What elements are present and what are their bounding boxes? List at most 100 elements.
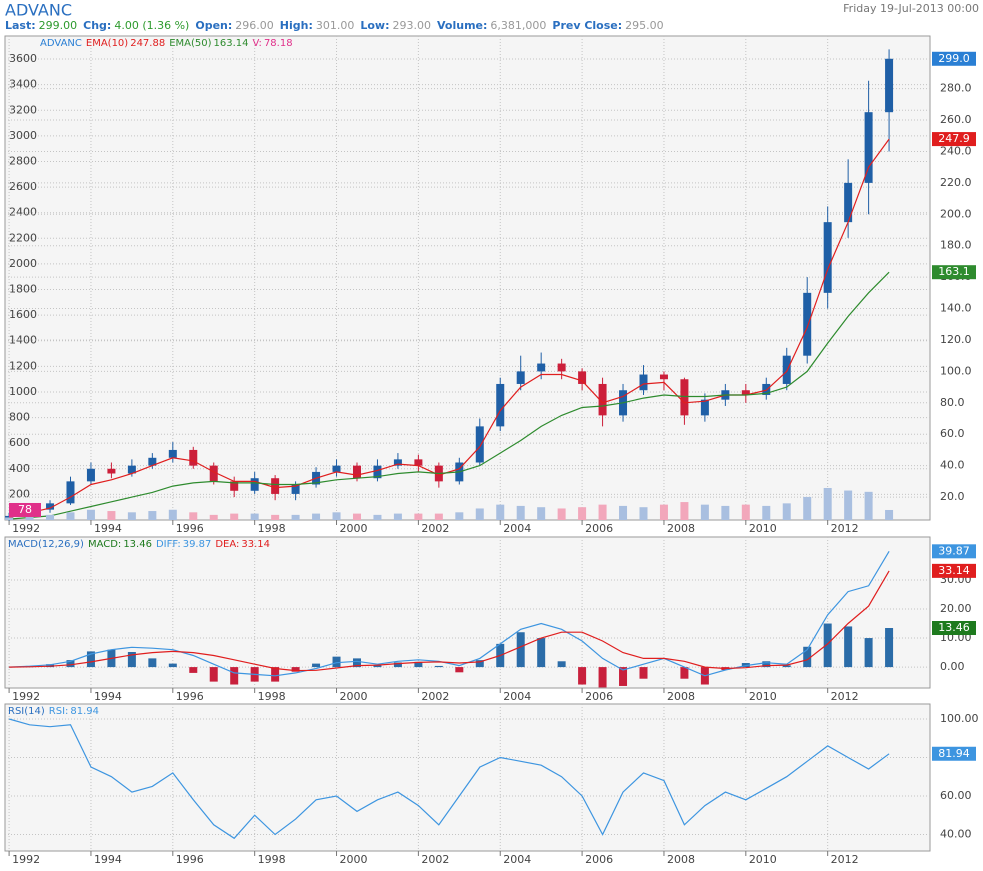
x-tick-label: 1994 (94, 690, 122, 703)
line (9, 271, 890, 520)
y-tick-label: 400 (9, 462, 30, 475)
y2-tick-label: 20.0 (940, 490, 965, 503)
candle-body (86, 468, 95, 482)
bar (209, 667, 218, 682)
line (9, 550, 890, 677)
candle-body (741, 390, 750, 395)
legend-label: MACD: (88, 539, 121, 550)
stat-value: 296.00 (235, 19, 274, 32)
bar (639, 667, 648, 679)
line (8, 718, 890, 840)
stat-value: 6,381,000 (490, 19, 546, 32)
candle-body (250, 478, 259, 491)
x-tick-label: 1996 (176, 522, 204, 535)
x-tick-label: 1998 (258, 690, 286, 703)
bar (475, 660, 484, 668)
x-tick-label: 2004 (503, 690, 531, 703)
stat-label: Low: (360, 19, 389, 32)
y2-tick-label: 240.0 (940, 144, 972, 157)
value-tag-label: 163.1 (938, 265, 970, 278)
bar (148, 511, 157, 520)
stat-label: High: (280, 19, 313, 32)
y2-tick-label: 260.0 (940, 113, 972, 126)
bar (680, 667, 689, 679)
bar (168, 509, 177, 520)
candle-body (885, 58, 894, 113)
candle-body (557, 363, 566, 372)
legend-label: RSI: (49, 706, 69, 717)
x-tick-label: 2006 (585, 853, 613, 866)
bar (578, 507, 587, 520)
candle-body (639, 374, 648, 391)
bar (107, 511, 116, 520)
bar (864, 638, 873, 668)
candle-body (148, 457, 157, 466)
bar (414, 661, 423, 668)
panel (4, 703, 931, 852)
x-tick-label: 2012 (831, 690, 859, 703)
line (9, 570, 890, 672)
legend-label: EMA(50) (169, 38, 211, 49)
candle-body (107, 468, 116, 474)
y2-tick-label: 200.0 (940, 207, 972, 220)
stat-label: Chg: (83, 19, 111, 32)
panel (4, 536, 931, 689)
bar (209, 514, 218, 520)
y-tick-label: 800 (9, 411, 30, 424)
x-tick-label: 2000 (340, 853, 368, 866)
bar (25, 516, 34, 520)
bar (86, 509, 95, 520)
bar (803, 496, 812, 520)
bar (127, 651, 136, 668)
bar (639, 507, 648, 520)
candle-body (496, 383, 505, 427)
y-tick-label: 2200 (9, 231, 37, 244)
y-tick-label: 0.00 (940, 660, 965, 673)
y2-tick-label: 120.0 (940, 333, 972, 346)
y-tick-label: 600 (9, 436, 30, 449)
candle-body (66, 481, 75, 504)
candle-body (291, 484, 300, 494)
candle-body (782, 355, 791, 384)
bar (455, 667, 464, 673)
bar (537, 507, 546, 520)
value-tag (932, 265, 976, 280)
bar (598, 667, 607, 688)
bar (434, 513, 443, 520)
bar (721, 505, 730, 520)
candle-body (680, 379, 689, 416)
bar (291, 514, 300, 520)
value-tag-label: 33.14 (938, 564, 970, 577)
bar (168, 663, 177, 668)
bar (496, 504, 505, 520)
legend-label: ADVANC (40, 38, 82, 49)
value-tag (932, 51, 976, 66)
x-tick-label: 2006 (585, 690, 613, 703)
candle-body (393, 459, 402, 466)
y2-tick-label: 40.0 (940, 459, 965, 472)
x-tick-label: 2004 (503, 522, 531, 535)
candle-body (516, 371, 525, 384)
bar (516, 505, 525, 520)
bar (844, 490, 853, 520)
bar (250, 513, 259, 520)
stat-value: 293.00 (393, 19, 432, 32)
x-tick-label: 1996 (176, 853, 204, 866)
symbol-title: ADVANC (5, 1, 72, 20)
candle-body (700, 399, 709, 416)
value-tag-label: 299.0 (938, 52, 970, 65)
bar (823, 623, 832, 668)
y2-tick-label: 100.0 (940, 364, 972, 377)
legend-label: EMA(10) (86, 38, 128, 49)
y-tick-label: 2600 (9, 180, 37, 193)
x-tick-label: 2002 (421, 690, 449, 703)
y2-tick-label: 280.0 (940, 82, 972, 95)
y2-tick-label: 80.0 (940, 396, 965, 409)
panel (4, 35, 931, 521)
y-tick-label: 3400 (9, 78, 37, 91)
x-tick-label: 1992 (12, 853, 40, 866)
bar (782, 665, 791, 668)
bar (680, 502, 689, 520)
candle-body (189, 449, 198, 466)
bar (864, 491, 873, 520)
